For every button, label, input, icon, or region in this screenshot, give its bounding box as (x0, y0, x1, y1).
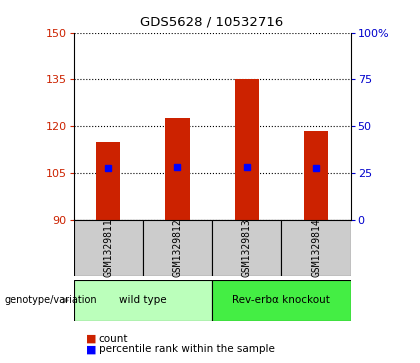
Title: GDS5628 / 10532716: GDS5628 / 10532716 (140, 16, 284, 29)
Text: GSM1329813: GSM1329813 (242, 219, 252, 277)
Text: GSM1329812: GSM1329812 (173, 219, 182, 277)
Bar (304, 131, 328, 220)
Text: ■: ■ (86, 334, 97, 344)
Bar (281, 220, 351, 276)
Bar (235, 79, 259, 220)
Bar (74, 220, 143, 276)
Text: Rev-erbα knockout: Rev-erbα knockout (232, 295, 331, 305)
Bar (212, 280, 351, 321)
Text: GSM1329811: GSM1329811 (103, 219, 113, 277)
Text: ■: ■ (86, 344, 97, 354)
Bar (96, 142, 120, 220)
Text: percentile rank within the sample: percentile rank within the sample (99, 344, 275, 354)
Bar (143, 220, 212, 276)
Bar (74, 280, 212, 321)
Text: GSM1329814: GSM1329814 (311, 219, 321, 277)
Text: genotype/variation: genotype/variation (4, 295, 97, 305)
Bar (165, 118, 189, 220)
Bar (212, 220, 281, 276)
Text: wild type: wild type (119, 295, 167, 305)
Text: count: count (99, 334, 128, 344)
